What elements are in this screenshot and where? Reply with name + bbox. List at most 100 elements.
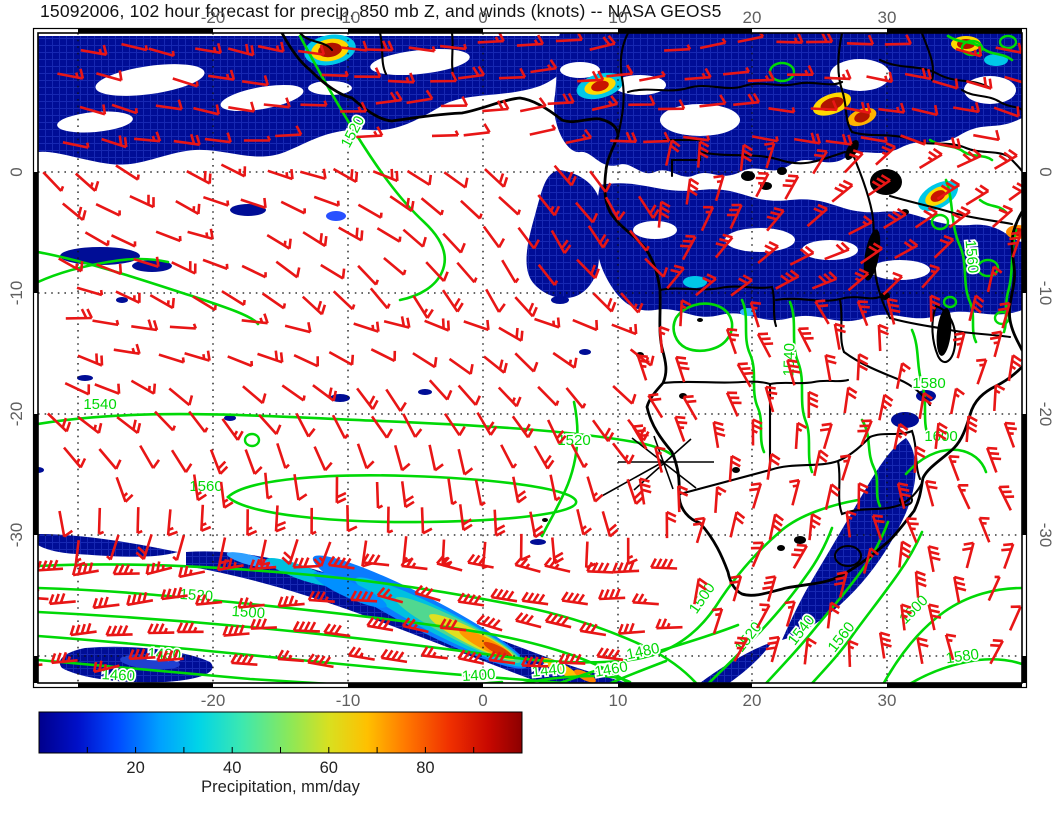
wind-barb <box>292 557 320 569</box>
wind-barb <box>768 513 784 541</box>
wind-barb <box>1007 354 1022 382</box>
wind-barb <box>457 384 481 406</box>
wind-barb <box>376 586 404 604</box>
wind-barb <box>806 203 828 228</box>
wind-barb <box>591 95 619 112</box>
height-contour-ring <box>243 432 261 448</box>
wind-barb <box>386 506 394 534</box>
wind-barb <box>699 94 727 108</box>
wind-barb <box>682 395 698 421</box>
wind-barb <box>611 561 640 574</box>
wind-barb <box>921 264 941 289</box>
wind-barb <box>847 639 859 667</box>
wind-barb <box>555 33 584 43</box>
wind-barb <box>65 308 93 320</box>
wind-barb <box>57 68 85 80</box>
wind-barb <box>933 234 955 259</box>
wind-barb <box>38 559 64 572</box>
wind-barb <box>725 391 742 417</box>
wind-barb <box>440 96 469 108</box>
wind-barb <box>684 67 712 81</box>
wind-barb <box>514 296 538 318</box>
frame-tick-segment <box>1022 172 1027 293</box>
wind-barb <box>714 485 727 513</box>
wind-barb <box>784 600 796 627</box>
wind-barb <box>782 174 800 200</box>
wind-barb <box>857 482 869 510</box>
wind-barb <box>47 412 72 433</box>
frame-tick-segment <box>348 28 483 33</box>
wind-barb <box>812 149 829 175</box>
precip-intense-core <box>930 190 946 202</box>
wind-barb <box>730 274 753 297</box>
wind-barb <box>275 260 301 279</box>
wind-barb <box>846 34 875 46</box>
wind-barb <box>458 504 473 532</box>
wind-barb <box>756 332 774 358</box>
wind-barb <box>441 289 464 313</box>
wind-barb <box>194 42 223 55</box>
wind-barb <box>592 292 617 313</box>
country-border <box>837 33 854 134</box>
wind-barb <box>420 507 433 535</box>
frame-tick-segment <box>33 172 38 293</box>
frame-tick-segment <box>1022 414 1027 535</box>
wind-barb <box>276 649 305 663</box>
wind-barb <box>133 256 160 268</box>
contour-level-label: 1500 <box>686 580 719 617</box>
wind-barb <box>680 234 697 261</box>
precip-spot <box>38 467 44 473</box>
wind-barb <box>757 240 779 265</box>
lat-tick-label-left: -10 <box>7 281 26 306</box>
wind-barb <box>380 648 408 664</box>
wind-barb <box>126 591 154 607</box>
wind-barb <box>766 206 785 232</box>
wind-barb <box>711 607 724 635</box>
lake <box>794 536 806 544</box>
height-contour <box>944 178 978 344</box>
wind-barb <box>617 622 646 635</box>
wind-barb <box>601 511 619 538</box>
wind-barb <box>145 561 173 576</box>
wind-barb <box>544 612 572 629</box>
wind-barb <box>987 575 1001 602</box>
wind-barb <box>420 646 448 660</box>
wind-barb <box>370 348 397 363</box>
height-contour <box>788 300 814 474</box>
wind-barb <box>428 379 453 401</box>
wind-barb <box>589 170 612 193</box>
wind-barb <box>306 653 334 669</box>
precip-region <box>38 534 178 557</box>
wind-barb <box>79 104 107 116</box>
wind-barb <box>115 476 134 503</box>
country-border <box>298 33 334 52</box>
wind-barb <box>357 203 383 219</box>
wind-barb <box>187 228 214 240</box>
wind-barb <box>856 300 870 327</box>
wind-barb <box>956 148 982 169</box>
wind-barb <box>436 555 463 572</box>
height-contour-ring <box>942 295 958 309</box>
wind-barb <box>92 596 120 610</box>
lake <box>936 308 952 356</box>
lon-tick-label-bottom: -10 <box>336 691 361 710</box>
wind-barb <box>654 446 666 473</box>
wind-barb <box>699 37 727 50</box>
wind-barb <box>115 290 141 304</box>
wind-barb <box>406 169 433 186</box>
wind-barb <box>274 505 287 533</box>
wind-barb <box>550 229 572 254</box>
frame-tick-segment <box>78 28 213 33</box>
wind-barb <box>824 483 841 511</box>
wind-barb <box>824 353 837 382</box>
precip-spot <box>418 389 432 395</box>
wind-barb <box>894 238 919 260</box>
lon-tick-label-bottom: 0 <box>478 691 487 710</box>
wind-barb <box>249 558 277 571</box>
wind-barb <box>356 387 379 410</box>
wind-barb <box>856 353 869 381</box>
wind-barb <box>833 322 846 350</box>
wind-barb <box>934 137 962 150</box>
wind-barb <box>402 413 423 438</box>
